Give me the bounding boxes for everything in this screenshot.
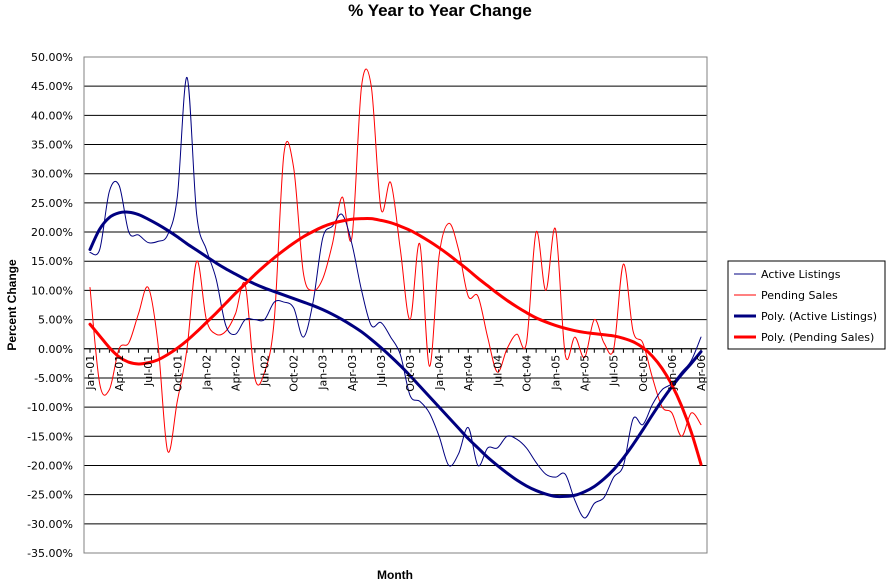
y-tick-label: 25.00%	[31, 197, 73, 210]
x-tick-label: Apr-01	[113, 355, 126, 391]
y-tick-label: 15.00%	[31, 255, 73, 268]
legend-entry: Active Listings	[761, 268, 841, 281]
series-line-pending-sales	[89, 68, 702, 453]
legend-box	[727, 260, 886, 350]
y-tick-label: 0.00%	[38, 343, 73, 356]
x-tick-label: Jan-06	[666, 355, 679, 391]
x-tick-label: Jan-02	[200, 355, 213, 391]
x-tick-label: Apr-03	[346, 355, 359, 391]
x-tick-label: Jul-02	[259, 355, 272, 387]
y-tick-label: -20.00%	[27, 459, 73, 472]
legend: Active Listings Pending Sales Poly. (Activ…	[727, 260, 886, 350]
x-tick-label: Jul-01	[142, 355, 155, 387]
series-line-poly-active-listings	[88, 210, 703, 499]
x-tick-label: Jan-04	[433, 355, 446, 391]
x-tick-label: Oct-03	[404, 355, 417, 392]
y-tick-label: 20.00%	[31, 226, 73, 239]
series-lines	[88, 68, 703, 519]
x-tick-label: Jan-03	[317, 355, 330, 391]
legend-entry: Pending Sales	[761, 289, 838, 302]
series-line-active-listings	[89, 76, 702, 519]
y-tick-label: -5.00%	[34, 372, 73, 385]
y-tick-label: 30.00%	[31, 168, 73, 181]
x-tick-label: Jan-01	[84, 355, 97, 391]
x-tick-label: Oct-02	[288, 355, 301, 392]
legend-entry: Poly. (Pending Sales)	[761, 331, 874, 344]
x-tick-label: Apr-02	[229, 355, 242, 391]
y-tick-label: 35.00%	[31, 139, 73, 152]
y-tick-label: 40.00%	[31, 109, 73, 122]
y-tick-label: -25.00%	[27, 489, 73, 502]
x-axis-title: Month	[377, 568, 413, 582]
y-axis-tick-labels: -35.00% -30.00% -25.00% -20.00% -15.00% -10.0…	[27, 51, 73, 560]
x-tick-label: Jul-04	[491, 355, 504, 387]
y-axis-title: Percent Change	[5, 259, 19, 351]
x-tick-label: Jul-05	[608, 355, 621, 387]
x-tick-label: Apr-04	[462, 355, 475, 391]
legend-entry: Poly. (Active Listings)	[761, 310, 877, 323]
x-tick-label: Apr-05	[579, 355, 592, 391]
series-line-poly-pending-sales	[88, 216, 703, 466]
y-tick-label: -10.00%	[27, 401, 73, 414]
y-tick-label: 45.00%	[31, 80, 73, 93]
x-tick-label: Oct-04	[520, 355, 533, 392]
y-tick-label: 50.00%	[31, 51, 73, 64]
x-tick-label: Jan-05	[550, 355, 563, 391]
y-tick-label: -15.00%	[27, 430, 73, 443]
y-tick-label: 5.00%	[38, 314, 73, 327]
x-tick-label: Oct-01	[171, 355, 184, 392]
chart-title: % Year to Year Change	[348, 1, 532, 20]
y-tick-label: -35.00%	[27, 547, 73, 560]
plot-area-border	[83, 56, 708, 554]
x-tick-label: Apr-06	[695, 355, 708, 391]
x-tick-label: Jul-03	[375, 355, 388, 387]
y-tick-label: 10.00%	[31, 284, 73, 297]
gridlines	[83, 56, 708, 554]
y-tick-label: -30.00%	[27, 518, 73, 531]
x-axis-tick-labels: Jan-01 Apr-01 Jul-01 Oct-01 Jan-02 Apr-02 Jul-…	[84, 355, 708, 392]
x-tick-label: Oct-05	[637, 355, 650, 392]
